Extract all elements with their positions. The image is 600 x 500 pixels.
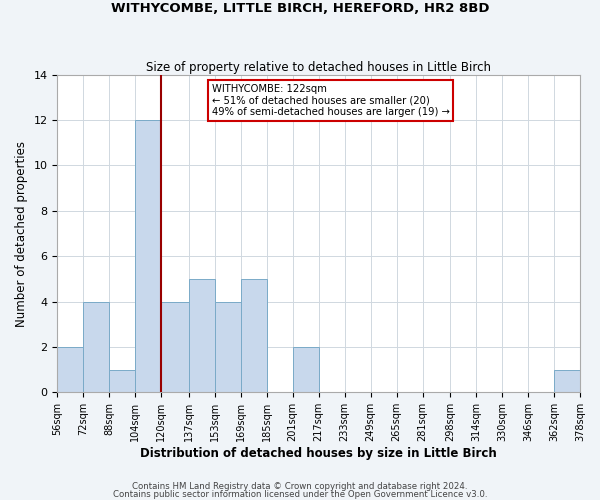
Bar [83,302,109,392]
Bar [58,347,83,393]
Bar [554,370,580,392]
Text: Contains HM Land Registry data © Crown copyright and database right 2024.: Contains HM Land Registry data © Crown c… [132,482,468,491]
Bar [109,370,136,392]
Bar [293,347,319,393]
Bar [241,279,267,392]
Bar [189,279,215,392]
Text: Contains public sector information licensed under the Open Government Licence v3: Contains public sector information licen… [113,490,487,499]
Bar [136,120,161,392]
Text: WITHYCOMBE: 122sqm
← 51% of detached houses are smaller (20)
49% of semi-detache: WITHYCOMBE: 122sqm ← 51% of detached hou… [212,84,449,117]
Title: Size of property relative to detached houses in Little Birch: Size of property relative to detached ho… [146,60,491,74]
X-axis label: Distribution of detached houses by size in Little Birch: Distribution of detached houses by size … [140,447,497,460]
Bar [215,302,241,392]
Text: WITHYCOMBE, LITTLE BIRCH, HEREFORD, HR2 8BD: WITHYCOMBE, LITTLE BIRCH, HEREFORD, HR2 … [111,2,489,16]
Y-axis label: Number of detached properties: Number of detached properties [15,140,28,326]
Bar [161,302,189,392]
